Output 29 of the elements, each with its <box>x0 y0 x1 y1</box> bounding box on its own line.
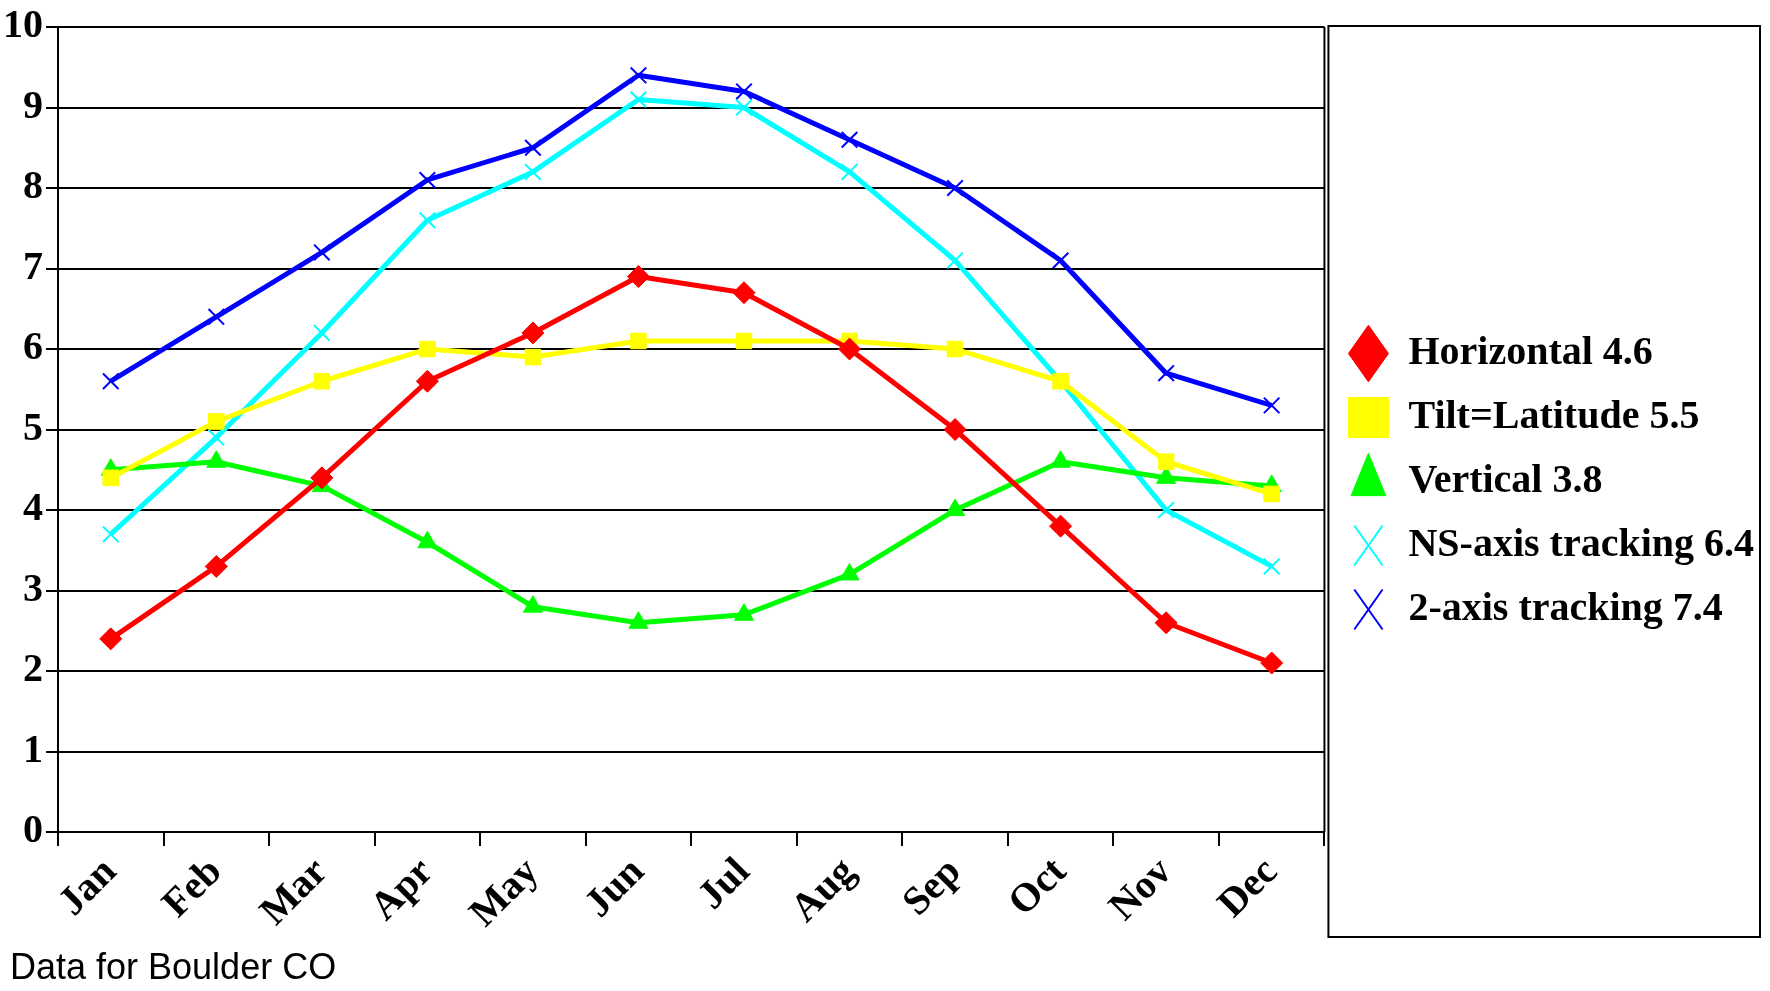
text: Data for Boulder CO <box>10 945 337 987</box>
y-tick-label: 5 <box>23 403 43 449</box>
x-tick-label: Dec <box>1207 847 1286 926</box>
x-tick-label: Nov <box>1099 847 1180 929</box>
y-tick-label: 0 <box>23 806 43 852</box>
y-tick-label: 4 <box>23 484 43 530</box>
y-tick-label: 1 <box>23 725 43 771</box>
legend-label: NS-axis tracking 6.4 <box>1408 519 1755 565</box>
x-tick-label: Mar <box>250 847 336 934</box>
x-tick-label: May <box>459 847 547 935</box>
x-tick-label: Sep <box>892 847 969 924</box>
x-tick-label: Oct <box>998 847 1075 924</box>
y-tick-label: 2 <box>23 645 43 691</box>
legend-label: 2-axis tracking 7.4 <box>1408 583 1723 629</box>
y-tick-label: 8 <box>23 162 43 208</box>
x-tick-label: Feb <box>152 847 230 926</box>
y-tick-label: 3 <box>23 564 43 610</box>
x-tick-label: Jan <box>48 847 125 924</box>
y-tick-label: 7 <box>23 242 43 288</box>
x-tick-label: Apr <box>360 847 442 929</box>
legend-label: Vertical 3.8 <box>1408 455 1603 501</box>
y-tick-label: 10 <box>3 1 43 47</box>
legend-label: Tilt=Latitude 5.5 <box>1408 391 1700 437</box>
legend-label: Horizontal 4.6 <box>1408 327 1653 373</box>
x-tick-label: Jun <box>574 847 653 926</box>
y-tick-label: 6 <box>23 323 43 369</box>
y-tick-label: 9 <box>23 81 43 127</box>
x-tick-label: Jul <box>688 847 758 918</box>
x-tick-label: Aug <box>781 847 864 931</box>
